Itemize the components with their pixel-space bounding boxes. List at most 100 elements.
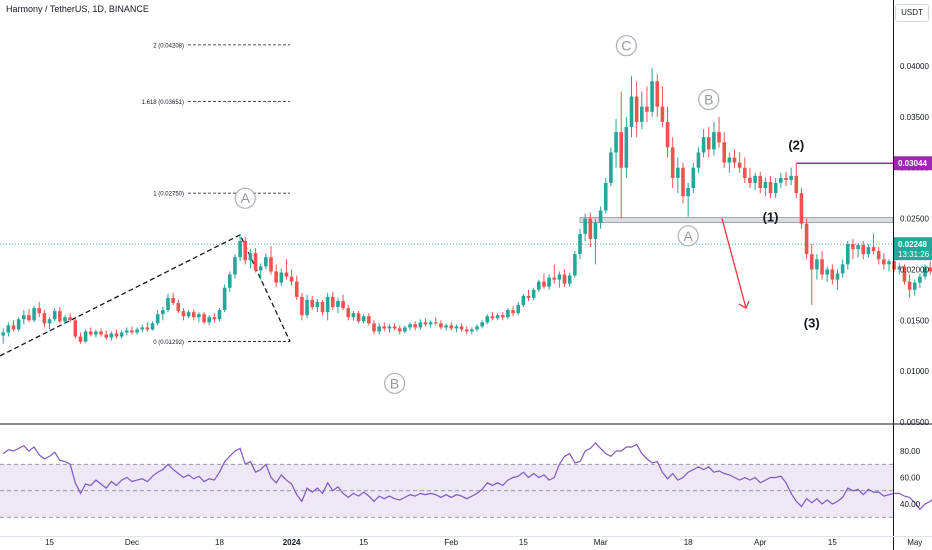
candle-body xyxy=(629,96,634,128)
wave-label: (3) xyxy=(804,315,820,330)
x-tick-label: Apr xyxy=(754,538,767,547)
candle-body xyxy=(567,275,572,284)
candle-body xyxy=(552,277,557,280)
candle-body xyxy=(681,167,685,197)
candle-body xyxy=(773,182,778,194)
fib-levels: 2 (0.04208) 1.618 (0.03651) 1 (0.02750) 0 (… xyxy=(142,43,290,346)
x-tick-label: 18 xyxy=(684,538,693,547)
candle-body xyxy=(382,326,387,329)
countdown-label: 13:31:26 xyxy=(898,250,930,259)
candle-body xyxy=(94,331,98,335)
candle-body xyxy=(748,177,752,183)
candle-body xyxy=(650,81,654,112)
candle-body xyxy=(176,302,181,312)
candle-body xyxy=(887,261,891,265)
rsi-pane xyxy=(0,442,932,518)
candle-body xyxy=(562,274,567,284)
candle-body xyxy=(763,181,768,189)
candle-body xyxy=(423,322,428,325)
candle-body xyxy=(846,244,850,265)
fib-label: 2 (0.04208) xyxy=(153,43,184,49)
y-tick-label: 0.01000 xyxy=(900,367,929,376)
last-price-tag xyxy=(894,237,932,261)
candle-body xyxy=(73,320,78,337)
candle-body xyxy=(217,310,222,320)
candle-body xyxy=(228,274,232,288)
candle-body xyxy=(722,142,726,163)
candle-body xyxy=(670,147,675,178)
rsi-tick-label: 40.00 xyxy=(900,500,921,509)
candle-body xyxy=(758,175,763,189)
candle-body xyxy=(537,281,541,290)
candle-body xyxy=(346,308,351,318)
candle-body xyxy=(928,267,932,272)
projection-arrow-head xyxy=(738,300,750,310)
candle-body xyxy=(32,308,36,321)
candle-body xyxy=(923,267,927,277)
candle-body xyxy=(207,317,211,323)
wave-label: C xyxy=(621,38,631,54)
candle-body xyxy=(145,327,150,330)
candle-body xyxy=(500,315,505,318)
candle-body xyxy=(717,132,721,143)
candle-body xyxy=(701,137,706,153)
y-tick-label: 0.03500 xyxy=(900,113,929,122)
wave-label: (1) xyxy=(763,210,779,225)
wave-label: (2) xyxy=(788,137,804,152)
candle-body xyxy=(37,308,42,314)
fib-label: 1 (0.02750) xyxy=(153,192,184,198)
candle-body xyxy=(454,326,459,329)
candle-body xyxy=(840,264,845,274)
candle-body xyxy=(331,296,335,308)
candle-body xyxy=(851,244,855,250)
rsi-tick-label: 80.00 xyxy=(900,447,921,456)
candle-body xyxy=(289,276,294,282)
candle-body xyxy=(428,322,433,325)
candle-body xyxy=(238,240,242,258)
candle-body xyxy=(804,223,809,255)
candle-body xyxy=(341,300,345,309)
candle-body xyxy=(310,299,314,308)
candle-body xyxy=(305,299,309,316)
candle-body xyxy=(444,325,448,328)
chart-title: Harmony / TetherUS, 1D, BINANCE xyxy=(6,4,149,14)
fib-label: 0 (0.01292) xyxy=(153,340,184,346)
candle-body xyxy=(815,259,819,270)
candle-body xyxy=(258,266,263,271)
candle-body xyxy=(660,106,665,122)
candle-body xyxy=(22,315,26,320)
candle-body xyxy=(655,81,660,107)
candle-body xyxy=(892,261,896,270)
candle-body xyxy=(284,272,289,277)
candle-body xyxy=(104,334,108,338)
candle-body xyxy=(387,326,392,329)
candle-body xyxy=(912,282,917,290)
candle-body xyxy=(274,271,278,283)
candle-body xyxy=(593,222,598,239)
candle-body xyxy=(449,325,454,329)
resistance-price-tag xyxy=(894,156,932,171)
currency-button[interactable]: USDT xyxy=(895,4,929,22)
fib-label: 1.618 (0.03651) xyxy=(142,100,184,106)
candle-body xyxy=(490,316,495,319)
candle-body xyxy=(186,312,191,317)
candle-body xyxy=(768,181,773,194)
x-tick-label: May xyxy=(907,538,922,547)
candle-body xyxy=(557,274,562,280)
candle-body xyxy=(99,331,103,335)
y-tick-label: 0.02500 xyxy=(900,215,929,224)
candle-body xyxy=(737,162,742,168)
candle-body xyxy=(480,322,484,327)
y-tick-label: 0.01500 xyxy=(900,316,929,325)
projection-arrow-line xyxy=(721,218,747,309)
candle-body xyxy=(779,177,783,183)
candle-body xyxy=(248,253,253,261)
candle-body xyxy=(732,157,737,163)
candle-body xyxy=(789,175,793,180)
candle-body xyxy=(866,247,871,255)
candle-body xyxy=(835,273,840,280)
candle-body xyxy=(212,317,217,320)
wave-label: A xyxy=(241,190,251,206)
